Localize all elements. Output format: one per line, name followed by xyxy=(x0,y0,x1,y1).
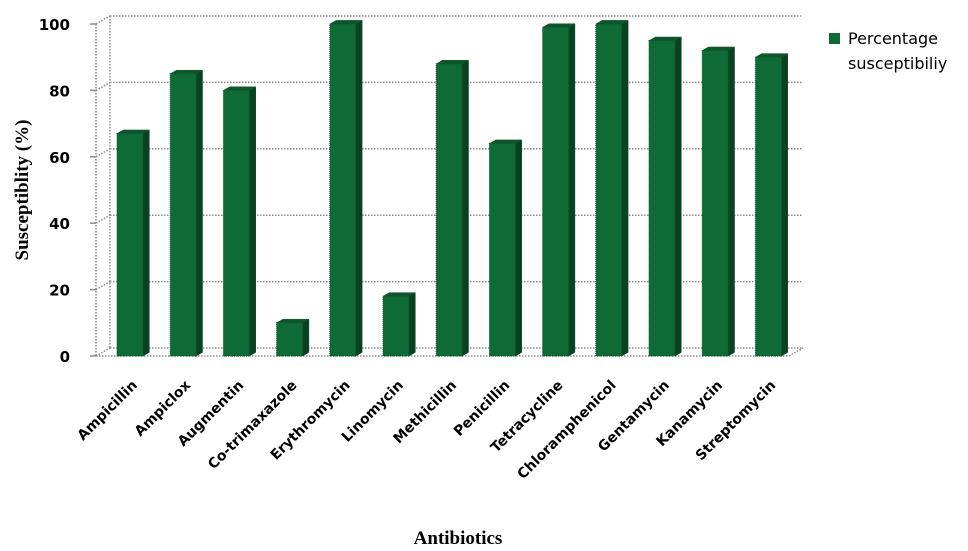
bar-side xyxy=(461,59,469,357)
gridline-side xyxy=(95,148,111,158)
bar-front xyxy=(754,56,782,357)
legend: Percentage susceptibiliy xyxy=(829,29,947,73)
bar-streptomycin xyxy=(754,53,789,357)
legend-label-line2: susceptibiliy xyxy=(848,54,947,73)
bar-front xyxy=(648,40,676,357)
bar-front xyxy=(329,23,357,357)
x-tick-labels: AmpicillinAmpicloxAugmentinCo-trimaxazol… xyxy=(75,378,780,483)
y-tick-label: 60 xyxy=(49,149,70,167)
bar-side xyxy=(249,86,256,357)
bar-erythromycin xyxy=(328,19,364,357)
bar-side xyxy=(781,53,788,357)
bar-front xyxy=(116,133,144,357)
floor-edge-right xyxy=(788,347,804,357)
bar-side xyxy=(355,19,363,357)
bar-linomycin xyxy=(382,292,417,357)
gridline-side xyxy=(95,214,111,224)
gridline-side xyxy=(95,81,111,92)
bar-augmentin xyxy=(222,86,257,357)
bar-front xyxy=(701,50,729,357)
bar-ampicillin xyxy=(116,129,151,357)
y-tick-label: 20 xyxy=(49,282,70,300)
bar-penicillin xyxy=(488,139,523,357)
bar-methicillin xyxy=(435,59,470,357)
y-tick-label: 40 xyxy=(49,215,70,233)
bar-side xyxy=(674,36,682,357)
bar-front xyxy=(276,322,304,357)
bar-side xyxy=(621,19,629,357)
bar-chloramphenicol xyxy=(594,19,630,357)
gridline-side xyxy=(95,280,111,291)
legend-label-line1: Percentage xyxy=(848,29,938,48)
y-axis xyxy=(90,16,111,357)
bars xyxy=(116,19,789,357)
bar-side xyxy=(302,318,310,357)
y-tick-label: 80 xyxy=(49,82,70,100)
bar-ampiclox xyxy=(169,69,204,357)
bar-tetracycline xyxy=(541,23,576,357)
bar-gentamycin xyxy=(648,36,683,357)
bar-side xyxy=(515,139,522,357)
bar-front xyxy=(488,143,516,357)
bar-side xyxy=(727,46,735,357)
bar-side xyxy=(195,69,203,357)
bar-front xyxy=(382,295,410,357)
bar-front xyxy=(222,89,250,357)
bar-front xyxy=(542,26,570,357)
bar-front xyxy=(169,73,197,357)
y-tick-labels: 0 20 40 60 80 100 xyxy=(39,16,70,366)
gridline-side xyxy=(95,15,111,25)
bar-side xyxy=(568,23,576,357)
bar-side xyxy=(142,129,150,357)
y-axis-title: Susceptiblity (%) xyxy=(12,120,33,261)
x-tick-label: Chloramphenicol xyxy=(515,378,620,483)
x-tick-label: Ampicillin xyxy=(75,378,141,444)
x-tick-label: Co-trimaxazole xyxy=(205,378,300,473)
y-tick-label: 100 xyxy=(39,16,70,34)
bar-kanamycin xyxy=(701,46,736,357)
bar-front xyxy=(435,63,463,357)
gridline-side xyxy=(95,347,111,357)
x-axis-title: Antibiotics xyxy=(414,528,503,549)
bar-co-trimaxazole xyxy=(275,318,310,357)
y-tick-label: 0 xyxy=(60,348,70,366)
bar-front xyxy=(595,23,623,357)
bar-side xyxy=(408,292,416,357)
legend-swatch xyxy=(829,33,840,44)
